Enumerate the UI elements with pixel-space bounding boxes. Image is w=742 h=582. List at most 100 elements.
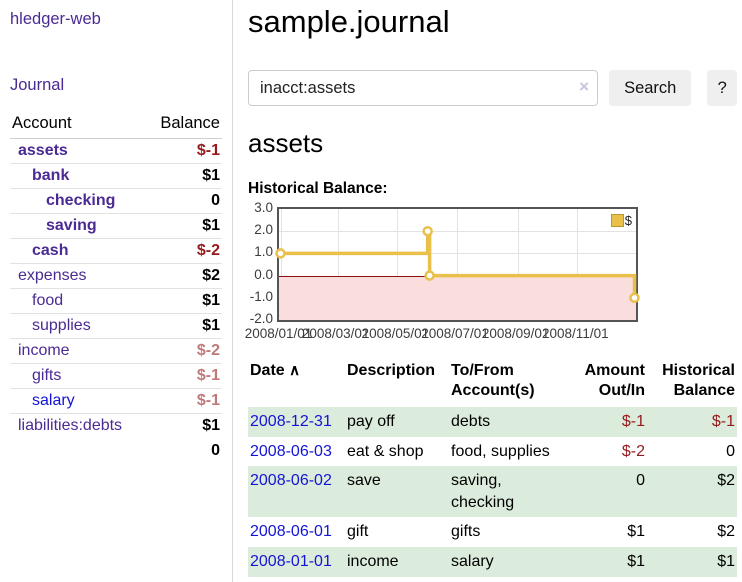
help-button[interactable]: ? (707, 70, 737, 106)
register-header-balance: Historical Balance (662, 362, 735, 399)
register-row: 2008-12-31 pay off debts $-1 $-1 (248, 407, 737, 437)
gridline-v (280, 209, 282, 320)
gridline-v (397, 209, 399, 320)
register-header-accounts: To/From Account(s) (451, 362, 535, 399)
x-axis-tick-label: 2008/03/01 (301, 326, 370, 341)
main-content: sample.journal × Search ? assets Histori… (244, 0, 737, 577)
accounts-total-value: 0 (211, 442, 220, 459)
x-axis-tick-label: 2008/11/01 (542, 326, 609, 341)
account-row: supplies $1 (10, 313, 222, 339)
transaction-accounts: food, supplies (451, 442, 550, 460)
account-link[interactable]: assets (18, 142, 68, 159)
search-input[interactable] (248, 70, 599, 106)
account-link[interactable]: liabilities:debts (18, 417, 123, 434)
account-balance: $-1 (145, 388, 222, 414)
sidebar-item-journal[interactable]: Journal (10, 76, 65, 94)
historical-balance-chart: $ 2008/01/01 2008/03/01 2008/05/01 2008/07/… (244, 200, 737, 347)
account-balance: $1 (145, 413, 222, 438)
transaction-balance: $2 (717, 523, 735, 541)
account-balance: $1 (145, 313, 222, 339)
x-axis-tick-label: 2008/07/01 (421, 326, 489, 341)
y-axis-tick-label: 0.0 (254, 266, 273, 282)
transaction-date-link[interactable]: 2008-06-01 (250, 523, 332, 541)
x-axis-tick-label: 2008/09/01 (481, 326, 550, 341)
transaction-balance: $1 (647, 546, 737, 577)
transaction-date-link[interactable]: 2008-06-03 (250, 442, 332, 460)
x-axis-tick-label: 2008/05/01 (361, 326, 430, 341)
register-header-date[interactable]: Date ∧ (248, 361, 345, 407)
account-link[interactable]: checking (46, 192, 116, 209)
account-balance: $1 (145, 163, 222, 189)
account-balance: 0 (145, 188, 222, 214)
data-point-marker (629, 292, 640, 304)
account-row: checking 0 (10, 188, 222, 214)
gridline-v (577, 209, 579, 320)
search-button[interactable]: Search (609, 70, 692, 106)
transaction-accounts: salary (449, 546, 567, 577)
transaction-date-link[interactable]: 2008-01-01 (250, 552, 332, 570)
y-axis-tick-label: 2.0 (254, 222, 273, 238)
gridline-v (337, 209, 339, 320)
brand-link[interactable]: hledger-web (10, 10, 101, 28)
y-axis-tick-label: 3.0 (254, 200, 273, 215)
account-row: assets $-1 (10, 139, 222, 164)
date-header-label: Date (250, 362, 285, 379)
account-row: saving $1 (10, 213, 222, 239)
transaction-description: gift (347, 523, 369, 541)
register-row: 2008-01-01 income salary $1 $1 (248, 546, 737, 577)
account-link[interactable]: cash (32, 242, 69, 259)
legend-swatch-icon (610, 214, 624, 227)
account-balance: $1 (145, 288, 222, 314)
y-axis-tick-label: -1.0 (249, 288, 273, 304)
transaction-description: eat & shop (347, 442, 424, 460)
register-table: Date ∧ Description To/From Account(s) Am… (248, 361, 737, 577)
clear-search-icon[interactable]: × (579, 77, 590, 96)
balance-line-series (275, 225, 640, 304)
transaction-amount: $1 (567, 546, 647, 577)
accounts-header-balance: Balance (145, 112, 222, 139)
account-link[interactable]: bank (32, 167, 70, 184)
register-header-description: Description (347, 362, 436, 379)
search-form: × Search ? (248, 70, 737, 106)
chart-plot-area: $ (275, 207, 640, 322)
gridline-v (517, 209, 519, 320)
transaction-description: save (345, 466, 449, 518)
accounts-table: Account Balance assets $-1 bank $1 check… (10, 112, 222, 464)
transaction-accounts: saving, checking (449, 466, 567, 518)
account-balance: $-1 (145, 363, 222, 389)
account-link[interactable]: salary (32, 392, 75, 409)
account-link[interactable]: saving (46, 217, 97, 234)
y-axis-tick-label: -2.0 (249, 311, 273, 326)
transaction-accounts: debts (449, 407, 567, 437)
transaction-amount: 0 (567, 466, 647, 518)
account-row: gifts $-1 (10, 363, 222, 389)
account-row: food $1 (10, 288, 222, 314)
transaction-amount: $-1 (567, 407, 647, 437)
account-row: liabilities:debts $1 (10, 413, 222, 438)
transaction-description: income (345, 546, 449, 577)
accounts-total-row: 0 (10, 438, 222, 464)
sidebar: hledger-web Journal Account Balance asse… (0, 0, 233, 582)
transaction-balance: $2 (647, 466, 737, 518)
account-link[interactable]: gifts (32, 367, 62, 384)
account-row: cash $-2 (10, 238, 222, 264)
account-balance: $-2 (145, 338, 222, 364)
account-link[interactable]: supplies (32, 317, 91, 334)
transaction-description: pay off (345, 407, 449, 437)
account-link[interactable]: food (32, 292, 64, 309)
transaction-amount: $-2 (621, 442, 645, 460)
register-header-amount: Amount Out/In (584, 362, 645, 399)
data-point-marker (422, 225, 433, 237)
account-link[interactable]: income (18, 342, 70, 359)
accounts-header-account: Account (10, 112, 146, 139)
account-link[interactable]: expenses (18, 267, 87, 284)
x-axis-tick-label: 2008/01/01 (244, 326, 313, 341)
transaction-balance: $-1 (647, 407, 737, 437)
app-brand: hledger-web (10, 10, 222, 29)
register-row: 2008-06-01 gift gifts $1 $2 (248, 517, 737, 547)
transaction-date-link[interactable]: 2008-12-31 (250, 413, 332, 430)
transaction-amount: $1 (627, 523, 645, 541)
transaction-date-link[interactable]: 2008-06-02 (250, 472, 332, 490)
account-balance: $-1 (196, 142, 220, 159)
account-heading: assets (248, 128, 324, 158)
